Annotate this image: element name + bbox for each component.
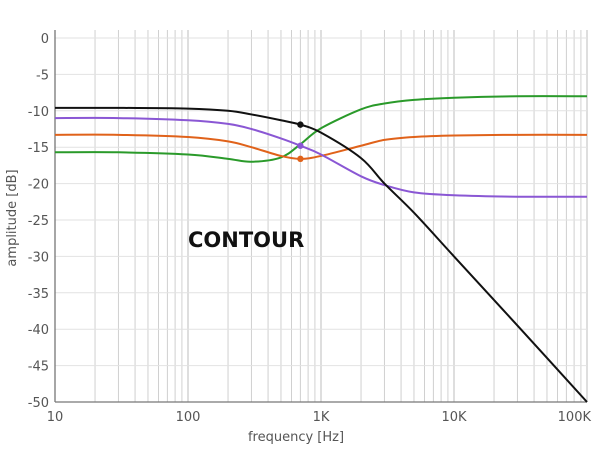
series-line-black xyxy=(54,106,588,403)
x-tick-label: 100K xyxy=(558,410,592,425)
y-tick-label: -30 xyxy=(28,250,49,265)
marker-orange xyxy=(297,155,304,163)
y-tick-label: -10 xyxy=(28,105,49,120)
x-tick-label: 10 xyxy=(47,410,64,425)
series-line-green xyxy=(54,95,588,163)
marker-purple xyxy=(297,142,304,149)
y-tick-label: -35 xyxy=(28,287,49,302)
y-tick-label: -40 xyxy=(28,323,49,338)
series-line-purple xyxy=(54,116,588,198)
grid-lines xyxy=(55,30,588,403)
y-tick-label: -15 xyxy=(28,141,49,156)
series-line-orange xyxy=(54,133,588,160)
marker-black xyxy=(297,121,304,128)
y-tick-label: -20 xyxy=(28,178,49,193)
x-tick-label: 10K xyxy=(441,410,467,425)
x-tick-labels: 10 100 1K 10K 100K xyxy=(47,410,592,425)
series-markers xyxy=(297,121,304,163)
contour-annotation: CONTOUR xyxy=(188,228,304,252)
y-tick-label: 0 xyxy=(41,32,49,47)
y-tick-label: -50 xyxy=(28,396,49,411)
y-tick-labels: 0 -5 -10 -15 -20 -25 -30 -35 -40 -45 -50 xyxy=(28,32,49,411)
x-tick-label: 1K xyxy=(313,410,330,425)
x-tick-label: 100 xyxy=(176,410,201,425)
y-tick-label: -25 xyxy=(28,214,49,229)
y-tick-label: -45 xyxy=(28,360,49,375)
axes xyxy=(54,30,587,403)
x-axis-label: frequency [Hz] xyxy=(248,430,344,445)
y-tick-label: -5 xyxy=(36,68,49,83)
y-axis-label: amplitude [dB] xyxy=(5,169,20,266)
series-lines xyxy=(54,95,588,403)
